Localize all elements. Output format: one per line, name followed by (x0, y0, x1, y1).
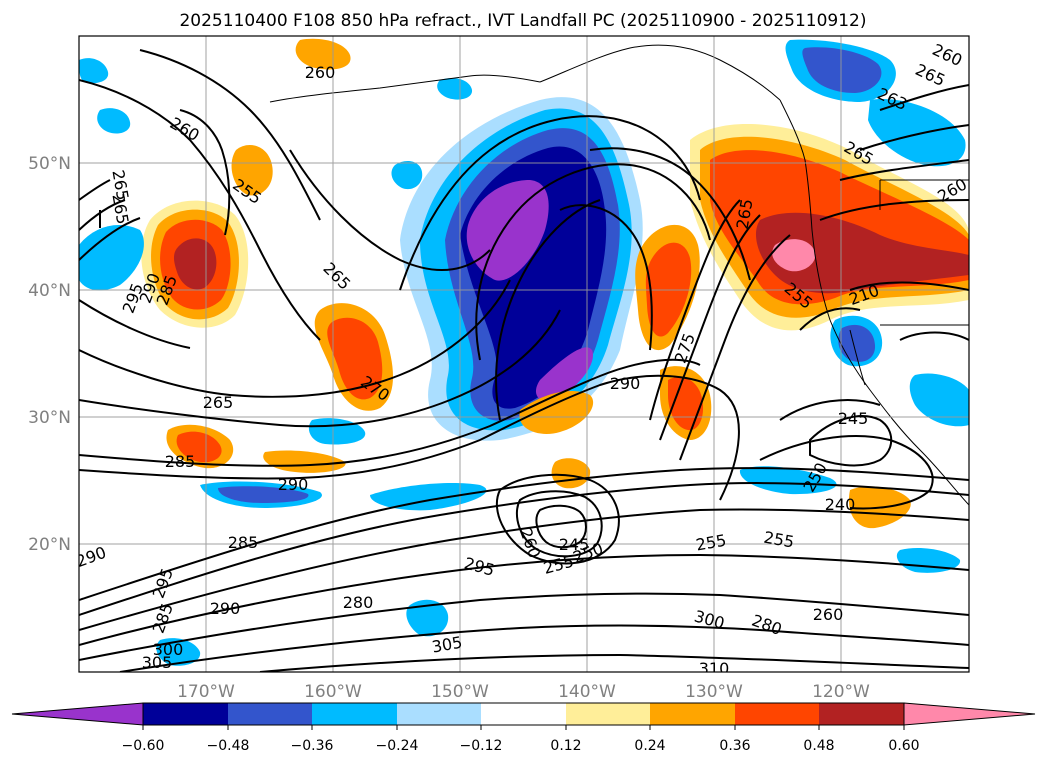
contour-label: 290 (610, 374, 641, 393)
colorbar-segment (143, 703, 228, 725)
positive-anomaly-region (772, 239, 816, 272)
contour-label: 290 (278, 475, 309, 494)
colorbar-segment (819, 703, 904, 725)
colorbar-tick-label: 0.60 (888, 738, 919, 754)
colorbar-ticks (142, 725, 905, 730)
contour-label: 285 (228, 533, 259, 552)
colorbar-segment (481, 703, 566, 725)
latitude-tick-label: 30°N (28, 408, 71, 428)
colorbar-tick-label: −0.48 (207, 738, 250, 754)
negative-anomaly-region (437, 78, 473, 100)
colorbar-segment (650, 703, 735, 725)
negative-anomaly-region (868, 99, 966, 167)
colorbar-tick-label: 0.24 (634, 738, 665, 754)
colorbar-tick-label: 0.36 (719, 738, 750, 754)
longitude-tick-label: 120°W (812, 682, 870, 702)
colorbar-extend-right (903, 702, 1036, 726)
contour-label: 280 (343, 593, 374, 612)
colorbar-segment (397, 703, 481, 725)
colorbar-tick-label: −0.60 (122, 738, 165, 754)
negative-anomaly-region (406, 599, 449, 637)
negative-anomaly-region (466, 180, 549, 281)
contour-label: 300 (153, 640, 184, 659)
positive-anomaly-region (295, 38, 351, 70)
contour-label: 265 (203, 393, 234, 412)
latitude-tick-label: 40°N (28, 281, 71, 301)
latitude-tick-label: 50°N (28, 154, 71, 174)
negative-anomaly-region (838, 324, 876, 362)
positive-anomaly-region (176, 431, 222, 463)
positive-anomaly-region (327, 317, 383, 400)
colorbar-segment (735, 703, 819, 725)
negative-anomaly-region (97, 108, 131, 134)
longitude-tick-label: 150°W (431, 682, 489, 702)
longitude-axis: 170°W 160°W 150°W 140°W 130°W 120°W (177, 682, 870, 702)
contour-label: 260 (305, 63, 336, 82)
positive-anomaly-region (263, 450, 346, 473)
contour-label: 245 (838, 409, 869, 428)
colorbar-segment (228, 703, 312, 725)
negative-anomaly-region (79, 58, 109, 84)
positive-anomaly-region (755, 212, 969, 294)
negative-anomaly-region (896, 548, 961, 573)
contour-label: 310 (699, 659, 730, 678)
positive-anomaly-region (519, 390, 594, 434)
colorbar-tick-label: −0.36 (291, 738, 334, 754)
contour-label: 245 (559, 535, 590, 554)
negative-anomaly-region (535, 347, 593, 402)
refractivity-contours (79, 49, 969, 672)
negative-anomaly-region (370, 483, 487, 511)
map-frame (78, 35, 970, 673)
colorbar-tick-label: 0.12 (550, 738, 581, 754)
contour-label: 260 (813, 605, 844, 624)
colorbar-tick-label: 0.48 (803, 738, 834, 754)
colorbar-outline (142, 702, 905, 726)
negative-anomaly-region (909, 373, 969, 427)
longitude-tick-label: 140°W (558, 682, 616, 702)
colorbar-tick-label: −0.12 (460, 738, 503, 754)
colorbar: −0.60 −0.48 −0.36 −0.24 −0.12 0.12 0.24 … (11, 702, 1036, 754)
colorbar-tick-label: −0.24 (376, 738, 419, 754)
colorbar-segment (312, 703, 397, 725)
refractivity-shading (79, 38, 969, 666)
longitude-tick-label: 130°W (685, 682, 743, 702)
latitude-tick-label: 20°N (28, 535, 71, 555)
longitude-tick-label: 160°W (304, 682, 362, 702)
longitude-tick-label: 170°W (177, 682, 235, 702)
negative-anomaly-region (391, 160, 423, 190)
negative-anomaly-region (739, 466, 837, 495)
negative-anomaly-region (156, 638, 201, 666)
positive-anomaly-region (231, 145, 273, 196)
map-panel: 260 260 265 265 255 295 290 285 265 270 … (79, 36, 969, 678)
figure-title: 2025110400 F108 850 hPa refract., IVT La… (179, 11, 866, 31)
contour-label: 305 (142, 653, 173, 672)
latitude-axis: 50°N 40°N 30°N 20°N (28, 154, 71, 555)
negative-anomaly-region (79, 225, 144, 291)
graticule (79, 36, 969, 672)
negative-anomaly-region (218, 486, 309, 503)
contour-label: 240 (825, 495, 856, 514)
colorbar-extend-left (11, 702, 144, 726)
contour-label: 285 (165, 452, 196, 471)
colorbar-segment (566, 703, 650, 725)
contour-label: 290 (210, 599, 241, 618)
negative-anomaly-region (802, 47, 882, 93)
